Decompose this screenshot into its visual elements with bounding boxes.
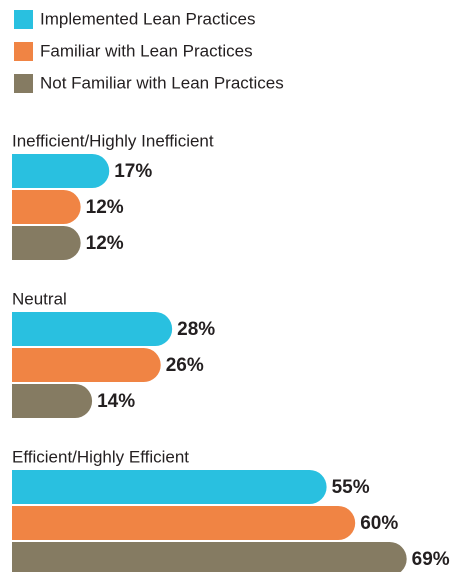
bar xyxy=(12,384,93,418)
category-label: Efficient/Highly Efficient xyxy=(12,447,189,466)
value-label: 55% xyxy=(332,477,370,498)
bar xyxy=(12,312,173,346)
bar xyxy=(12,226,81,260)
value-label: 12% xyxy=(86,233,124,254)
bar xyxy=(12,348,161,382)
bar xyxy=(12,542,407,572)
category-label: Neutral xyxy=(12,289,67,308)
legend-label: Not Familiar with Lean Practices xyxy=(40,73,284,92)
legend-swatch xyxy=(14,10,33,29)
value-label: 28% xyxy=(177,319,215,340)
bar xyxy=(12,506,356,540)
legend-label: Implemented Lean Practices xyxy=(40,9,255,28)
value-label: 69% xyxy=(412,549,450,570)
value-label: 26% xyxy=(166,355,204,376)
bar xyxy=(12,470,327,504)
value-label: 17% xyxy=(114,161,152,182)
legend-swatch xyxy=(14,42,33,61)
bar xyxy=(12,154,110,188)
bar xyxy=(12,190,81,224)
value-label: 60% xyxy=(360,513,398,534)
value-label: 12% xyxy=(86,197,124,218)
legend-swatch xyxy=(14,74,33,93)
value-label: 14% xyxy=(97,391,135,412)
category-label: Inefficient/Highly Inefficient xyxy=(12,131,214,150)
legend-label: Familiar with Lean Practices xyxy=(40,41,253,60)
